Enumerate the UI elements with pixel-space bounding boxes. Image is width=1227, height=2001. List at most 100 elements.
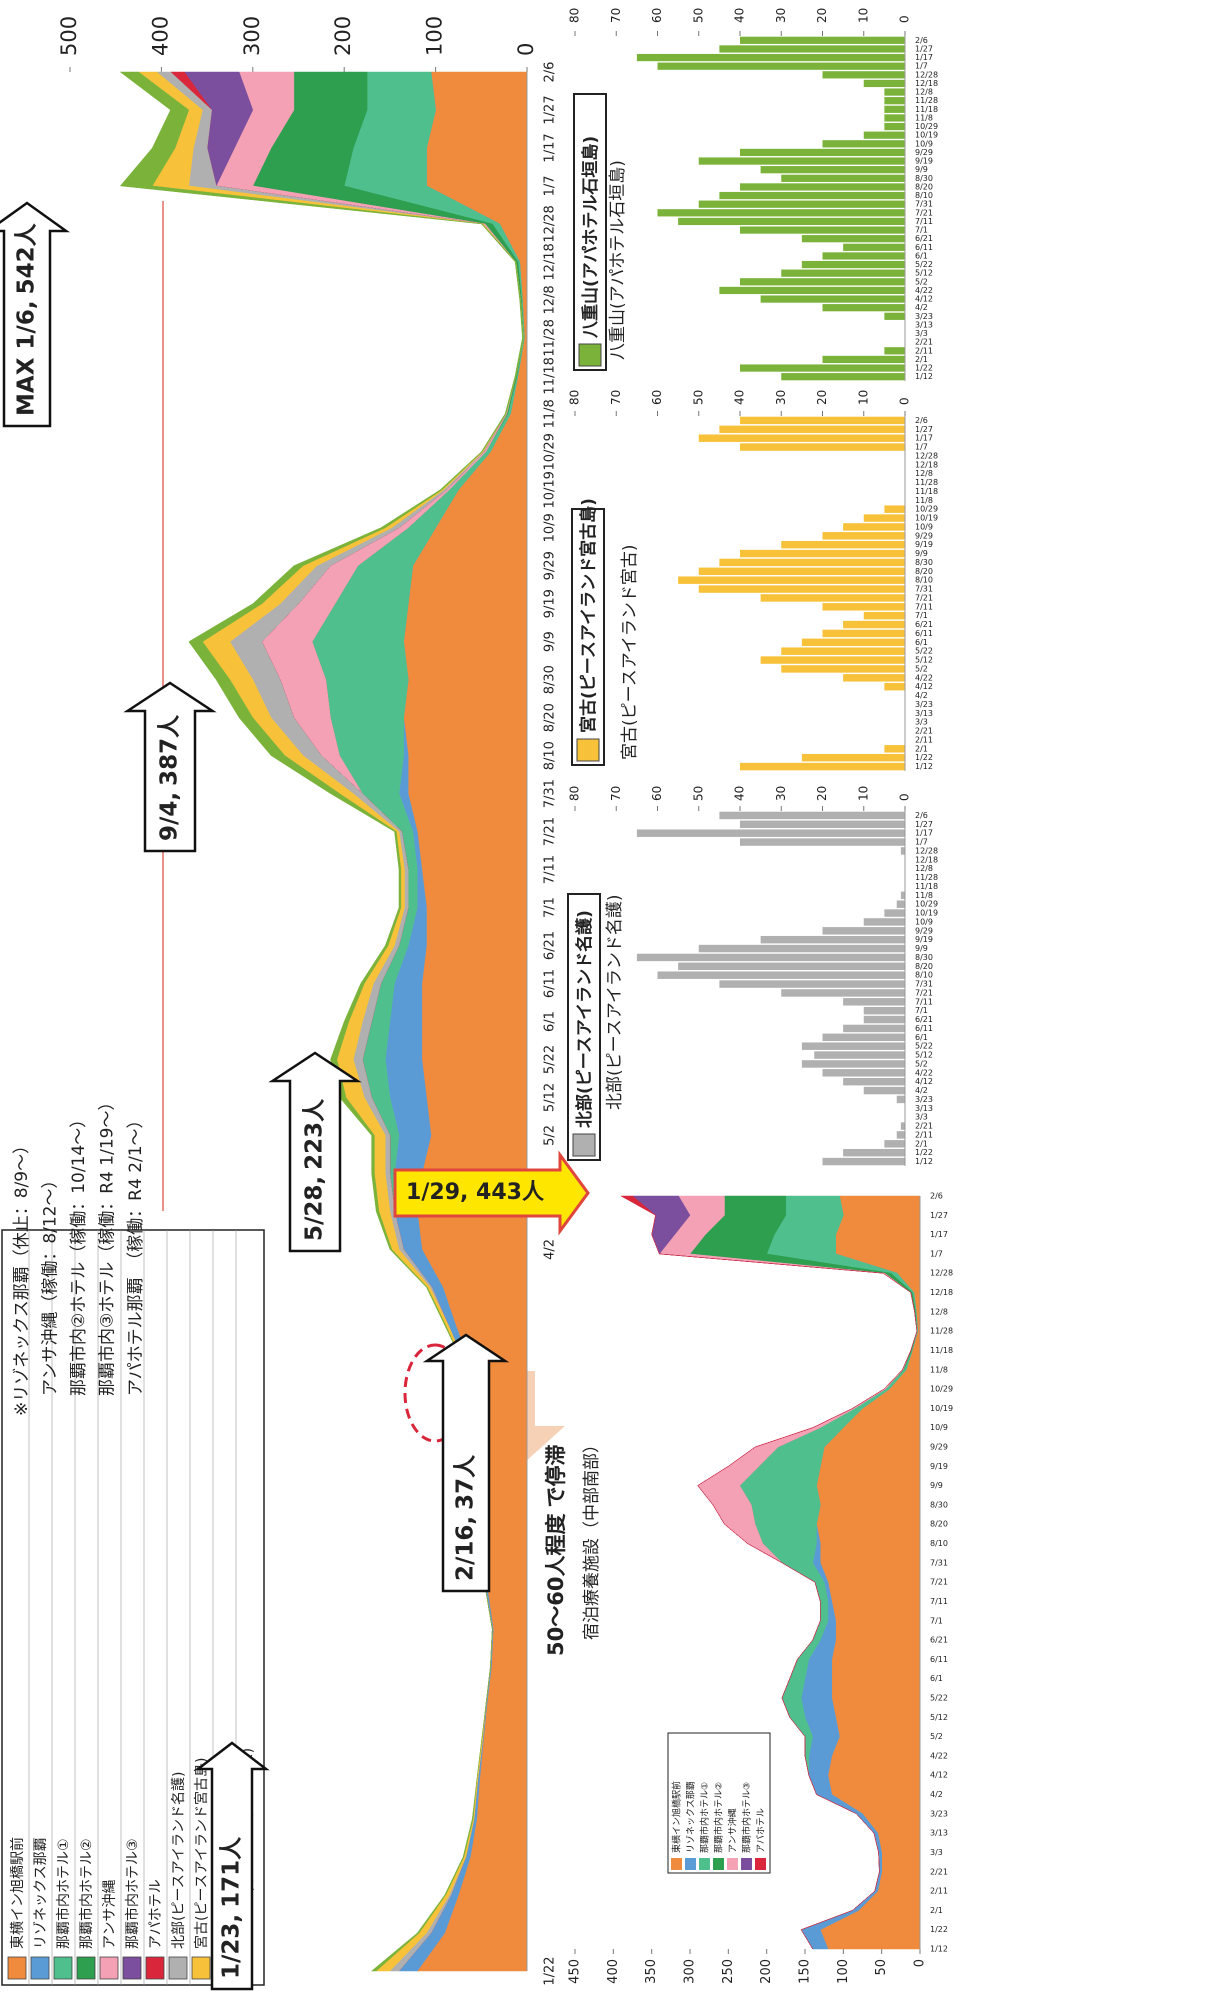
x-tick-label: 3/23 <box>915 1095 933 1104</box>
bar <box>760 166 905 174</box>
x-tick-label: 7/1 <box>543 897 558 918</box>
legend-box <box>571 508 605 766</box>
x-tick-label: 1/12 <box>915 372 933 381</box>
y-tick-label: 0 <box>898 793 912 801</box>
x-tick-label: 9/9 <box>543 631 558 652</box>
x-tick-label: 2/1 <box>915 1139 928 1148</box>
bar <box>896 1131 905 1139</box>
x-tick-label: 8/30 <box>930 1500 948 1509</box>
x-tick-label: 2/21 <box>915 1122 933 1131</box>
bar <box>740 364 905 372</box>
bar <box>781 540 905 549</box>
x-tick-label: 7/21 <box>930 1578 948 1587</box>
y-tick-label: 70 <box>609 390 623 405</box>
x-tick-label: 9/19 <box>930 1462 948 1471</box>
legend-label: 那覇市内ホテル③ <box>124 1838 141 1949</box>
x-tick-label: 9/9 <box>930 1481 943 1490</box>
x-tick-label: 12/28 <box>930 1269 953 1278</box>
x-tick-label: 1/22 <box>915 1148 933 1157</box>
x-tick-label: 8/10 <box>915 191 933 200</box>
x-tick-label: 12/8 <box>915 864 933 873</box>
x-tick-label: 3/13 <box>915 709 933 718</box>
x-tick-label: 10/29 <box>915 900 938 909</box>
x-tick-label: 2/21 <box>930 1867 948 1876</box>
x-tick-label: 1/22 <box>543 1956 558 1985</box>
x-tick-label: 4/12 <box>915 1077 933 1086</box>
y-tick-label: 200 <box>331 16 355 56</box>
bar <box>740 226 905 234</box>
bar <box>740 416 905 425</box>
x-tick-label: 12/18 <box>915 460 938 469</box>
x-tick-label: 8/20 <box>930 1520 948 1529</box>
bar <box>698 434 905 442</box>
callout-arrow <box>393 1150 590 1236</box>
x-tick-label: 6/1 <box>543 1011 558 1032</box>
x-tick-label: 9/29 <box>930 1443 948 1452</box>
legend-label: 北部(ピースアイランド名護) <box>574 910 595 1128</box>
x-tick-label: 9/29 <box>915 148 933 157</box>
legend-swatch <box>727 1858 738 1870</box>
x-tick-label: 8/10 <box>915 576 933 585</box>
x-tick-label: 10/9 <box>915 917 933 926</box>
x-tick-label: 5/2 <box>915 664 928 673</box>
x-tick-label: 4/2 <box>915 303 928 312</box>
bar <box>719 191 905 200</box>
y-tick-label: 60 <box>650 8 664 23</box>
x-tick-label: 4/2 <box>915 691 928 700</box>
x-tick-label: 3/3 <box>930 1848 943 1857</box>
x-tick-label: 12/28 <box>915 451 938 460</box>
x-tick-label: 3/3 <box>915 329 928 338</box>
bar <box>698 944 905 953</box>
x-tick-label: 10/29 <box>543 433 558 470</box>
stacked-area <box>620 1195 918 1950</box>
x-tick-label: 3/13 <box>930 1829 948 1838</box>
bar <box>657 209 905 217</box>
x-tick-label: 11/8 <box>915 496 933 505</box>
x-tick-label: 12/18 <box>915 855 938 864</box>
y-tick-label: 50 <box>691 390 705 405</box>
bar <box>781 665 905 673</box>
y-tick-label: 70 <box>609 8 623 23</box>
bar <box>678 962 905 971</box>
x-tick-label: 10/29 <box>915 505 938 514</box>
legend-label: 東横イン旭橋駅前 <box>9 1837 26 1949</box>
x-tick-label: 3/23 <box>915 312 933 321</box>
legend-label: アンサ沖縄 <box>727 1808 739 1853</box>
bar <box>781 373 905 381</box>
x-tick-label: 9/9 <box>915 549 928 558</box>
x-tick-label: 1/22 <box>930 1925 948 1934</box>
bar <box>740 820 905 829</box>
x-tick-label: 7/31 <box>543 779 558 808</box>
bar <box>719 286 905 295</box>
x-tick-label: 4/12 <box>930 1771 948 1780</box>
bar <box>636 829 905 837</box>
x-tick-label: 5/12 <box>915 656 933 665</box>
x-tick-label: 8/30 <box>915 174 933 183</box>
x-tick-label: 7/1 <box>915 1006 928 1015</box>
x-tick-label: 8/30 <box>915 953 933 962</box>
y-tick-label: 50 <box>691 8 705 23</box>
bar <box>884 347 905 355</box>
x-tick-label: 12/18 <box>930 1288 953 1297</box>
x-tick-label: 5/22 <box>930 1694 948 1703</box>
x-tick-label: 6/21 <box>915 620 933 629</box>
bar <box>884 312 905 320</box>
bar <box>698 567 905 576</box>
bar <box>740 549 905 558</box>
note: 那覇市内③ホテル（稼働：R4 1/19～） <box>98 1094 118 1396</box>
x-tick-label: 5/22 <box>543 1045 558 1074</box>
legend-swatch <box>76 1956 96 1980</box>
bar <box>822 927 905 935</box>
bar <box>843 523 905 531</box>
y-tick-label: 80 <box>568 8 582 23</box>
bar <box>698 157 905 165</box>
y-tick-label: 60 <box>650 786 664 801</box>
legend-label: 那覇市内ホテル② <box>713 1782 725 1853</box>
y-tick-label: 50 <box>874 1959 889 1976</box>
bar <box>863 79 905 88</box>
chart-layer: 01002003004005001/224/25/25/125/226/16/1… <box>0 8 953 1991</box>
bar <box>801 638 905 647</box>
legend-label: アンサ沖縄 <box>102 1880 118 1949</box>
legend-label: 東横イン旭橋駅前 <box>671 1781 683 1853</box>
legend-label: 那覇市内ホテル① <box>699 1782 711 1853</box>
